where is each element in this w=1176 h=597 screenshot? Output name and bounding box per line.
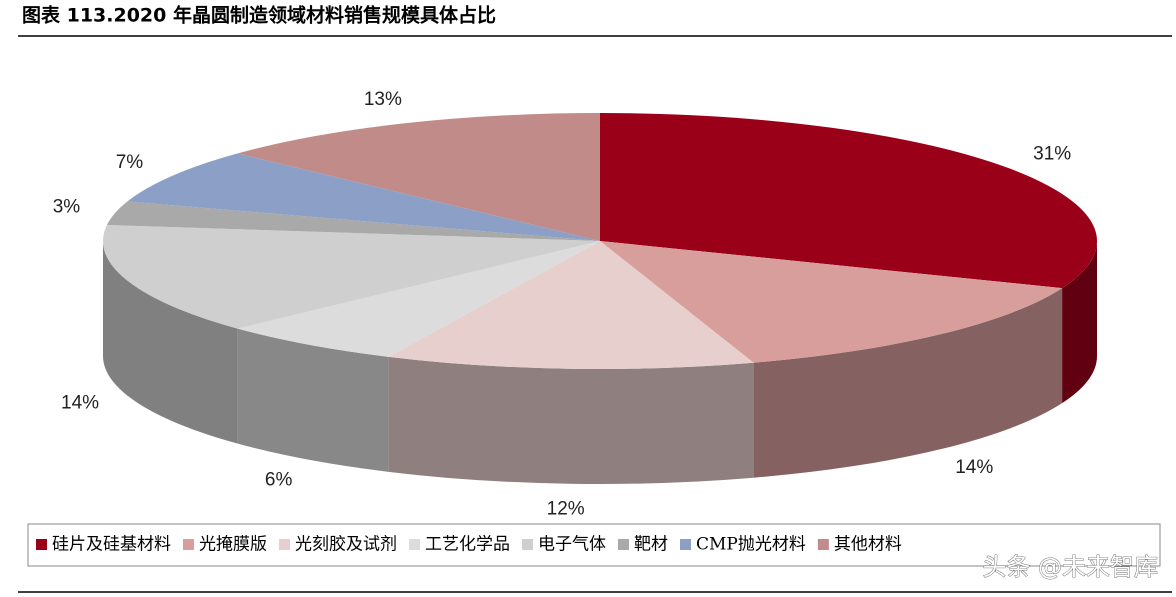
legend-swatch [409, 539, 420, 550]
legend-swatch [279, 539, 290, 550]
pie-slice [600, 113, 1097, 289]
chart-title: 图表 113.2020 年晶圆制造领域材料销售规模具体占比 [22, 4, 496, 27]
legend: 硅片及硅基材料 光掩膜版 光刻胶及试剂 工艺化学品 电子气体 靶材 CMP抛光材料 其他材料 [36, 535, 902, 555]
data-label: 6% [265, 469, 293, 490]
data-label: 3% [53, 197, 81, 218]
pie-side [237, 328, 389, 472]
data-label: 31% [1033, 144, 1071, 165]
data-label: 14% [61, 392, 99, 413]
legend-swatch [183, 539, 194, 550]
legend-swatch [522, 539, 533, 550]
legend-label: 其他材料 [834, 535, 902, 555]
legend-label: 光刻胶及试剂 [295, 535, 397, 555]
legend-label: 光掩膜版 [199, 535, 267, 555]
legend-label: 电子气体 [538, 535, 606, 555]
legend-label: 工艺化学品 [425, 535, 510, 555]
legend-swatch [618, 539, 629, 550]
legend-label: 硅片及硅基材料 [52, 535, 171, 555]
pie-slice [600, 241, 1063, 363]
data-label: 7% [116, 152, 144, 173]
data-label: 13% [364, 89, 402, 110]
watermark: 头条 @未来智库 [982, 553, 1158, 581]
data-label: 14% [955, 457, 993, 478]
pie-side [1062, 241, 1097, 404]
pie-slice [127, 153, 600, 241]
pie-side [753, 288, 1063, 478]
pie-slice [237, 241, 601, 357]
legend-box [27, 523, 1161, 567]
data-label: 12% [547, 498, 585, 519]
legend-swatch [680, 539, 691, 550]
legend-swatch [817, 539, 829, 550]
legend-label: 靶材 [634, 535, 668, 555]
pie-side [388, 356, 754, 484]
pie: 31% 14% 12% 6% 14% 3% 7% 13% [53, 89, 1097, 519]
legend-swatch [36, 539, 47, 550]
legend-label: CMP抛光材料 [696, 535, 806, 555]
pie-slice [388, 241, 754, 369]
pie-slice [237, 113, 601, 241]
pie-slice [106, 201, 600, 241]
pie-side [103, 241, 238, 444]
pie-slice [102, 224, 601, 329]
